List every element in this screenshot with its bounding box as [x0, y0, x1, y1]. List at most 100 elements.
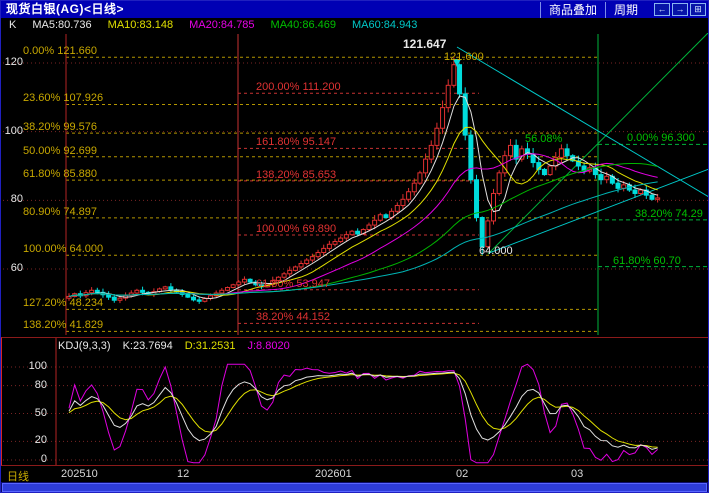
candle-body: [338, 237, 344, 243]
candle-body: [406, 191, 412, 200]
ma5-value-label: MA5:80.736: [32, 19, 92, 31]
candle-body: [457, 64, 463, 95]
ma10-line: [68, 126, 658, 297]
candle-body: [66, 295, 72, 299]
candle-body: [411, 182, 417, 193]
candle-body: [309, 256, 315, 261]
x-axis-tick: 02: [456, 468, 469, 480]
candle-body: [547, 165, 553, 176]
candle-body: [417, 172, 423, 184]
gridlines: [3, 62, 708, 461]
candle-body: [281, 273, 287, 278]
ma60-line: [68, 181, 658, 297]
candle-body: [507, 144, 513, 157]
x-axis-row: 日线 202510 12 202601 02 03: [1, 466, 708, 483]
candle-body: [162, 286, 168, 290]
ma60-value-label: MA60:84.943: [351, 19, 418, 31]
candle-body: [575, 160, 581, 167]
titlebar: 现货白银(AG)<日线> 商品叠加 周期 ← → ⊞: [1, 1, 708, 18]
candle-body: [598, 174, 604, 181]
titlebar-menus: 商品叠加 周期 ← → ⊞: [539, 1, 706, 18]
kdj-lines: [68, 363, 658, 464]
candle-body: [185, 293, 191, 298]
candle-body: [655, 197, 661, 200]
candle-body: [428, 144, 434, 160]
candle-body: [541, 168, 547, 176]
candle-body: [332, 241, 338, 245]
candle-body: [451, 64, 457, 86]
candle-body: [377, 214, 383, 221]
menu-commodity-overlay[interactable]: 商品叠加: [539, 1, 605, 18]
ma-legend-row: K MA5:80.736 MA10:83.148 MA20:84.785 MA4…: [1, 18, 708, 33]
candle-body: [292, 266, 298, 271]
x-axis-tick: 202601: [315, 468, 352, 480]
scroll-left-button[interactable]: ←: [654, 3, 670, 16]
candle-body: [519, 148, 525, 160]
candle-body: [134, 289, 140, 294]
kdj-legend-row: KDJ(9,3,3) K:23.7694 D:31.2531 J:8.8020: [58, 340, 290, 352]
candle-body: [513, 144, 519, 160]
candle-body: [326, 243, 332, 249]
candle-body: [581, 165, 587, 172]
candle-body: [604, 175, 610, 181]
candle-body: [638, 189, 644, 194]
candle-body: [485, 220, 491, 248]
descending-trendline: [456, 46, 708, 197]
ma5-line: [68, 95, 658, 300]
scrollbar-thumb[interactable]: [2, 483, 707, 492]
candle-body: [168, 286, 174, 291]
candle-body: [202, 298, 208, 302]
candle-body: [140, 289, 146, 293]
candle-body: [253, 281, 259, 286]
maximize-pane-button[interactable]: ⊞: [690, 3, 706, 16]
candle-body: [275, 276, 281, 282]
candle-body: [196, 299, 202, 302]
candle-body: [468, 134, 474, 181]
kdj-d-value-label: D:31.2531: [184, 340, 236, 352]
k-chart-label: K: [9, 19, 17, 31]
candle-body: [643, 189, 649, 196]
candle-body: [241, 278, 247, 283]
candle-body: [474, 179, 480, 218]
candle-body: [111, 296, 117, 301]
candle-body: [349, 230, 355, 236]
ma10-value-label: MA10:83.148: [107, 19, 174, 31]
candle-body: [479, 216, 485, 248]
candle-body: [236, 281, 242, 286]
scroll-right-button[interactable]: →: [672, 3, 688, 16]
candle-body: [247, 278, 253, 283]
fibonacci-lines: [66, 56, 708, 332]
down-arrow-marker: [453, 59, 461, 67]
candle-body: [434, 127, 440, 146]
candle-body: [89, 289, 95, 294]
kdj-k-line: [68, 371, 658, 450]
window-title: 现货白银(AG)<日线>: [6, 2, 125, 16]
moving-average-lines: [68, 95, 658, 300]
candle-body: [440, 107, 446, 129]
kdj-k-value-label: K:23.7694: [122, 340, 173, 352]
candle-body: [94, 289, 100, 293]
candle-body: [315, 252, 321, 258]
horizontal-scrollbar[interactable]: [1, 482, 708, 492]
candle-body: [355, 230, 361, 235]
ma40-value-label: MA40:86.469: [270, 19, 336, 31]
candle-body: [400, 198, 406, 206]
candle-body: [615, 182, 621, 189]
titlebar-buttons: ← → ⊞: [654, 3, 706, 16]
candle-body: [632, 189, 638, 194]
kdj-j-line: [68, 363, 658, 464]
candle-body: [394, 204, 400, 212]
candle-body: [372, 219, 378, 226]
candle-body: [366, 224, 372, 231]
x-axis-tick: 12: [177, 468, 190, 480]
candle-body: [564, 148, 570, 157]
candle-body: [321, 247, 327, 254]
period-label: 日线: [7, 471, 29, 483]
kdj-params-label: KDJ(9,3,3): [58, 340, 111, 352]
menu-period[interactable]: 周期: [604, 1, 646, 18]
x-axis-tick: 03: [571, 468, 584, 480]
candle-body: [304, 259, 310, 265]
candle-body: [496, 172, 502, 194]
